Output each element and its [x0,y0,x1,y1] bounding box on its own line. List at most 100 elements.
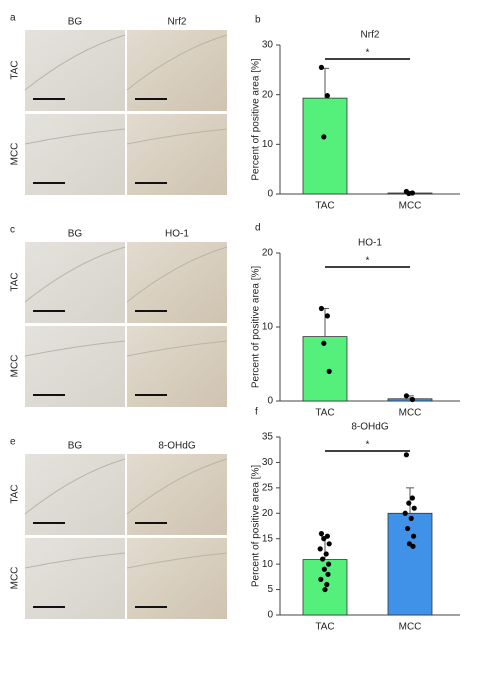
micrograph [25,538,125,619]
data-point [318,64,324,70]
micrograph [127,30,227,111]
x-tick-label: MCC [399,622,422,633]
row-label: TAC [10,272,21,291]
row-label: MCC [10,143,21,166]
panel-letter: c [10,225,15,236]
data-point [323,551,329,557]
y-tick-label: 15 [262,533,274,544]
micrograph [127,114,227,195]
y-axis-label: Percent of positive area [%] [251,266,262,389]
micrograph [25,454,125,535]
y-tick-label: 20 [262,89,274,100]
tissue-edge [126,458,228,515]
data-point [318,305,324,312]
tissue-edge [126,128,228,145]
row-label: TAC [10,484,21,503]
data-point [411,533,417,539]
y-tick-label: 30 [262,457,274,468]
column-header: HO-1 [165,229,189,240]
y-tick-label: 35 [262,432,274,443]
tissue-edge [126,552,228,569]
tissue-edge [24,552,126,569]
data-point [326,541,332,547]
data-point [318,576,324,583]
micrograph [127,454,227,535]
data-point [409,396,415,403]
column-header: Nrf2 [168,17,187,28]
significance-label: * [366,48,370,59]
y-axis-label: Percent of positive area [%] [251,58,262,181]
panel-letter: b [255,15,261,26]
bar [302,336,348,402]
tissue-edge [126,246,228,303]
micrograph [25,242,125,323]
row-label: MCC [10,355,21,378]
data-point [324,581,330,588]
data-point [406,541,412,547]
micrograph [127,242,227,323]
x-tick-label: MCC [399,408,422,419]
data-point [320,556,326,562]
y-tick-label: 5 [267,584,273,595]
column-header: BG [68,441,83,452]
data-point [403,393,409,399]
data-point [411,505,417,511]
y-tick-label: 0 [267,610,273,621]
data-point [324,93,330,99]
tissue-edge [126,340,228,357]
panel-letter: e [10,437,16,448]
y-tick-label: 25 [262,482,274,493]
panel-letter: d [255,223,261,234]
column-header: BG [68,229,83,240]
y-tick-label: 30 [262,40,274,51]
significance-label: * [366,256,370,267]
data-point [410,543,416,549]
data-point [322,586,328,593]
tissue-edge [24,340,126,357]
chart-title: Nrf2 [361,30,380,41]
data-point [406,190,412,197]
data-point [321,536,327,542]
y-tick-label: 20 [262,508,274,519]
micrograph [127,326,227,407]
data-point [325,571,331,577]
data-point [321,566,327,572]
micrograph [25,326,125,407]
x-tick-label: TAC [315,622,334,633]
x-tick-label: TAC [315,201,334,212]
tissue-edge [24,128,126,145]
bar [302,97,348,195]
y-tick-label: 20 [262,248,274,259]
chart-title: 8-OHdG [351,422,388,433]
data-point [403,452,409,458]
tissue-edge [24,458,126,515]
data-point [317,546,323,552]
data-point [326,368,332,374]
data-point [405,525,411,532]
data-point [318,531,324,537]
chart-title: HO-1 [358,238,382,249]
row-label: TAC [10,60,21,79]
data-point [408,515,414,521]
y-tick-label: 0 [267,189,273,200]
column-header: BG [68,17,83,28]
y-tick-label: 10 [262,559,274,570]
panel-letter: f [255,407,258,418]
x-tick-label: MCC [399,201,422,212]
column-header: 8-OHdG [158,441,195,452]
data-point [326,561,332,567]
tissue-edge [126,34,228,91]
tissue-edge [24,246,126,303]
data-point [406,500,412,506]
y-tick-label: 0 [267,396,273,407]
data-point [409,495,415,501]
micrograph [127,538,227,619]
micrograph [25,114,125,195]
y-axis-label: Percent of positive area [%] [251,465,262,588]
data-point [324,313,330,319]
data-point [402,510,408,516]
data-point [324,533,330,539]
panel-letter: a [10,13,16,24]
tissue-edge [24,34,126,91]
